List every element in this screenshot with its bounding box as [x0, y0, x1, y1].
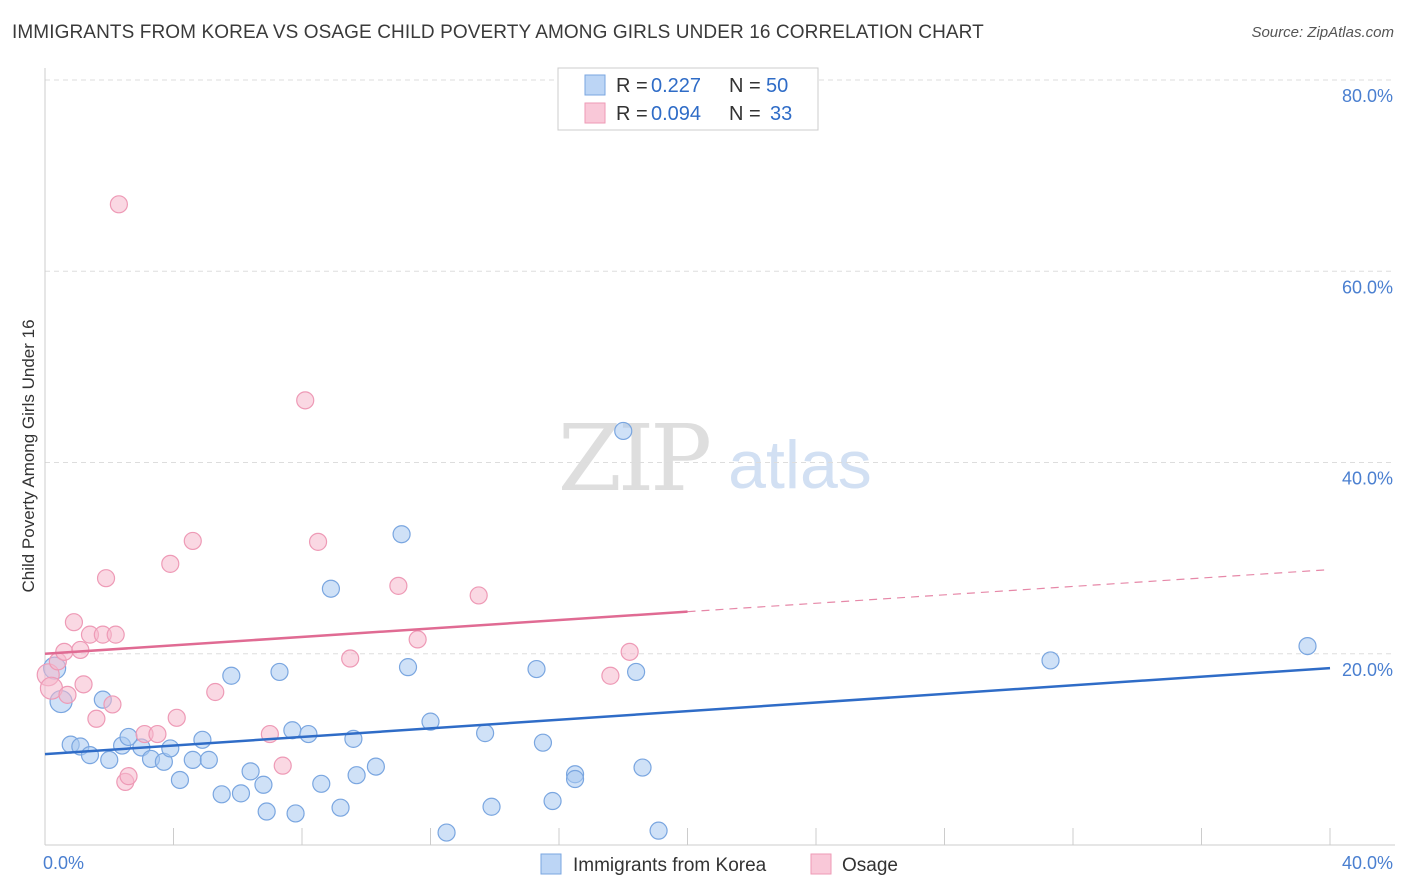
korea-point — [1298, 636, 1317, 656]
legend-korea-r-label: R = — [616, 75, 648, 97]
osage-point — [296, 391, 315, 410]
osage-point — [74, 675, 93, 694]
korea-point — [212, 785, 231, 804]
osage-point — [106, 625, 125, 644]
osage-point — [109, 195, 128, 214]
korea-point — [170, 770, 190, 790]
legend-korea-marker — [540, 853, 562, 875]
korea-point — [565, 769, 585, 789]
series-legend: Immigrants from Korea Osage — [540, 853, 898, 876]
legend-korea-n-value: 50 — [766, 75, 788, 97]
korea-point — [392, 525, 411, 544]
osage-point — [308, 532, 328, 551]
korea-point — [366, 757, 385, 776]
korea-point — [241, 762, 260, 781]
correlation-legend: R = 0.227 N = 50 R = 0.094 N = 33 — [557, 67, 819, 131]
legend-korea-r-value: 0.227 — [651, 75, 701, 97]
korea-point — [476, 724, 495, 743]
legend-osage-swatch — [584, 102, 606, 124]
korea-point — [626, 662, 646, 682]
tick-labels: 20.0% 40.0% 60.0% 80.0% 0.0% 40.0% — [43, 86, 1393, 873]
osage-point — [87, 709, 106, 728]
korea-point — [614, 421, 633, 441]
osage-point — [96, 569, 116, 588]
osage-point — [103, 695, 122, 714]
chart-title: IMMIGRANTS FROM KOREA VS OSAGE CHILD POV… — [12, 22, 984, 43]
osage-point — [58, 685, 77, 704]
legend-osage-r-value: 0.094 — [651, 103, 701, 125]
korea-point — [1041, 651, 1060, 670]
korea-point — [80, 746, 100, 765]
korea-point — [533, 733, 553, 752]
osage-point — [620, 642, 639, 661]
korea-point — [231, 784, 251, 803]
osage-point — [183, 531, 202, 551]
korea-point — [482, 797, 501, 816]
osage-point — [206, 682, 225, 702]
korea-point — [161, 739, 180, 758]
korea-point — [527, 659, 546, 679]
osage-point — [469, 586, 488, 605]
korea-point — [183, 750, 202, 769]
legend-osage-r-label: R = — [616, 103, 648, 125]
korea-trend-line — [44, 666, 1331, 756]
watermark-zip: ZIP — [558, 405, 709, 512]
osage-point — [64, 613, 84, 632]
legend-osage-name: Osage — [842, 855, 898, 876]
korea-point — [257, 802, 276, 821]
x-tick-label: 40.0% — [1342, 853, 1393, 873]
source-label: Source: ZipAtlas.com — [1251, 24, 1394, 41]
osage-point — [408, 630, 427, 649]
korea-point — [331, 798, 350, 817]
korea-point — [421, 712, 440, 731]
korea-point — [347, 766, 366, 785]
legend-korea-swatch — [584, 74, 606, 96]
korea-point — [222, 666, 241, 685]
legend-osage-n-value: 33 — [770, 103, 792, 125]
korea-point — [286, 804, 305, 823]
osage-point — [167, 708, 186, 727]
osage-point — [119, 767, 138, 786]
y-axis-title: Child Poverty Among Girls Under 16 — [19, 319, 38, 592]
osage-point — [389, 576, 408, 595]
legend-korea-n-label: N = — [729, 75, 761, 97]
y-tick-label: 60.0% — [1342, 277, 1393, 297]
korea-point — [649, 821, 668, 840]
legend-osage-n-label: N = — [729, 103, 761, 125]
y-tick-label: 40.0% — [1342, 469, 1393, 489]
osage-point — [601, 666, 620, 685]
korea-point — [543, 791, 562, 811]
korea-point — [437, 823, 456, 842]
korea-point — [193, 730, 212, 749]
korea-point — [312, 774, 331, 793]
korea-point — [270, 662, 289, 682]
axes — [44, 68, 1395, 846]
korea-point — [633, 758, 652, 777]
korea-point — [100, 750, 119, 769]
y-tick-label: 80.0% — [1342, 86, 1393, 106]
y-tick-label: 20.0% — [1342, 660, 1393, 680]
korea-point — [321, 579, 341, 598]
x-tick-label: 0.0% — [43, 853, 84, 873]
korea-point — [254, 775, 273, 794]
korea-point — [199, 750, 218, 769]
osage-point — [161, 554, 180, 573]
osage-point — [273, 756, 292, 775]
osage-point — [148, 724, 167, 744]
data-points — [36, 195, 1317, 842]
korea-point — [398, 658, 418, 677]
trend-lines — [44, 569, 1331, 756]
legend-korea-name: Immigrants from Korea — [573, 855, 767, 876]
gridlines — [45, 79, 1395, 655]
watermark-atlas: atlas — [728, 427, 872, 503]
osage-trend-extension — [687, 569, 1331, 613]
korea-point — [299, 724, 318, 744]
osage-point — [341, 649, 360, 668]
osage-trend-line — [44, 610, 688, 655]
legend-osage-marker — [810, 853, 832, 875]
